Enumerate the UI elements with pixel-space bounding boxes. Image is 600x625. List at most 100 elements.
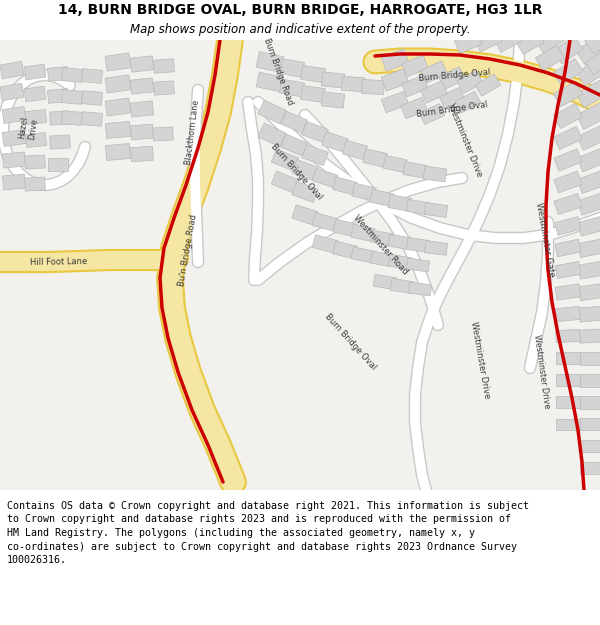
Bar	[50, 135, 70, 149]
Bar	[575, 35, 600, 65]
Text: 14, BURN BRIDGE OVAL, BURN BRIDGE, HARROGATE, HG3 1LR: 14, BURN BRIDGE OVAL, BURN BRIDGE, HARRO…	[58, 3, 542, 17]
Bar	[106, 121, 131, 139]
Bar	[343, 141, 367, 159]
Bar	[130, 56, 154, 72]
Bar	[281, 111, 307, 133]
Bar	[474, 28, 502, 52]
Bar	[0, 83, 24, 101]
Bar	[370, 189, 394, 207]
Text: Westminster Drive: Westminster Drive	[469, 321, 491, 399]
Bar	[47, 67, 68, 81]
Bar	[424, 202, 448, 217]
Bar	[579, 306, 600, 322]
Bar	[577, 126, 600, 150]
Text: Burn Bridge Road: Burn Bridge Road	[262, 38, 294, 107]
Bar	[578, 283, 600, 301]
Bar	[388, 234, 412, 249]
Bar	[406, 258, 430, 272]
Bar	[439, 88, 465, 109]
Bar	[61, 68, 83, 82]
Bar	[362, 79, 385, 94]
Bar	[292, 181, 318, 203]
Bar	[312, 213, 338, 231]
Bar	[556, 329, 580, 342]
Bar	[586, 49, 600, 75]
Bar	[577, 102, 600, 129]
Bar	[424, 241, 448, 255]
Bar	[516, 29, 544, 54]
Bar	[580, 440, 600, 452]
Bar	[578, 216, 600, 236]
Bar	[48, 158, 68, 171]
Bar	[82, 91, 103, 106]
Bar	[0, 61, 24, 79]
Bar	[382, 91, 409, 112]
Bar	[2, 106, 26, 124]
Bar	[423, 166, 447, 182]
Bar	[131, 124, 154, 140]
Bar	[351, 247, 375, 263]
Bar	[556, 419, 580, 429]
Bar	[578, 239, 600, 258]
Bar	[555, 261, 581, 279]
Bar	[409, 282, 431, 296]
Bar	[556, 352, 580, 364]
Bar	[312, 168, 338, 187]
Bar	[556, 374, 580, 386]
Bar	[370, 251, 394, 267]
Bar	[105, 53, 131, 71]
Bar	[580, 396, 600, 409]
Bar	[106, 144, 131, 161]
Bar	[322, 132, 348, 152]
Bar	[580, 418, 600, 430]
Bar	[258, 100, 286, 124]
Bar	[130, 101, 154, 117]
Bar	[535, 27, 565, 53]
Bar	[24, 64, 46, 80]
Bar	[105, 75, 131, 93]
Bar	[556, 306, 581, 321]
Bar	[457, 71, 483, 93]
Bar	[554, 149, 582, 171]
Bar	[421, 81, 448, 103]
Text: Burn Bridge Oval: Burn Bridge Oval	[323, 312, 377, 372]
Bar	[280, 79, 305, 97]
Bar	[25, 109, 47, 124]
Bar	[271, 149, 299, 171]
Bar	[130, 78, 154, 94]
Bar	[47, 89, 68, 103]
Bar	[403, 162, 427, 178]
Text: Bu'n Bridge Road: Bu'n Bridge Road	[177, 213, 199, 287]
Bar	[363, 149, 387, 168]
Bar	[554, 194, 582, 214]
Bar	[401, 98, 427, 119]
Bar	[475, 74, 501, 96]
Bar	[50, 111, 70, 125]
Bar	[554, 126, 582, 149]
Bar	[388, 254, 412, 269]
Text: Westminster Drive: Westminster Drive	[446, 102, 484, 178]
Bar	[577, 171, 600, 194]
Bar	[105, 98, 131, 116]
Bar	[553, 104, 583, 129]
Bar	[553, 36, 583, 64]
Bar	[494, 28, 522, 52]
Bar	[402, 75, 428, 97]
Bar	[301, 86, 325, 102]
Bar	[61, 89, 83, 104]
Bar	[390, 278, 414, 294]
Bar	[553, 59, 583, 86]
Bar	[256, 52, 284, 72]
Bar	[553, 81, 583, 107]
Text: Contains OS data © Crown copyright and database right 2021. This information is : Contains OS data © Crown copyright and d…	[7, 501, 529, 565]
Bar	[577, 58, 600, 86]
Bar	[152, 127, 173, 141]
Bar	[383, 156, 407, 172]
Bar	[82, 69, 103, 83]
Bar	[24, 86, 46, 102]
Bar	[577, 81, 600, 107]
Bar	[131, 146, 154, 162]
Bar	[61, 111, 83, 126]
Bar	[373, 274, 397, 290]
Bar	[578, 261, 600, 279]
